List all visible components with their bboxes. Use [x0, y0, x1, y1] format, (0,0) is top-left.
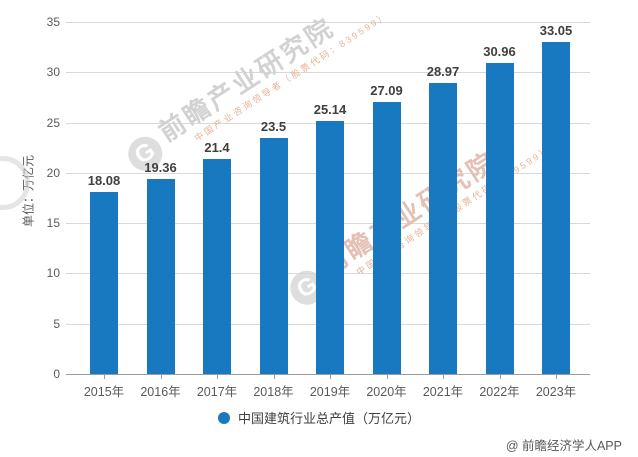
- x-tick-label: 2023年: [535, 385, 577, 399]
- gridline: [66, 72, 590, 74]
- y-tick-label: 15: [46, 216, 60, 231]
- x-axis-tick: [104, 375, 105, 379]
- bar-2016年: [146, 179, 175, 374]
- x-tick-label: 2019年: [309, 385, 351, 399]
- y-tick-label: 20: [46, 165, 60, 180]
- bar-value-label: 27.09: [370, 82, 403, 98]
- x-axis-line: [66, 374, 590, 375]
- legend-label: 中国建筑行业总产值（万亿元）: [237, 411, 420, 426]
- bar-value-label: 33.05: [539, 22, 573, 38]
- bar-2021年: [429, 82, 457, 374]
- bar-value-label: 28.97: [426, 63, 460, 79]
- x-axis-tick: [273, 375, 275, 379]
- x-tick-label: 2016年: [140, 385, 181, 399]
- bar-value-label: 23.5: [260, 118, 287, 134]
- x-axis-tick: [499, 375, 501, 379]
- legend: 中国建筑行业总产值（万亿元）: [0, 408, 638, 427]
- x-tick-label: 2020年: [366, 385, 407, 399]
- x-axis-tick: [386, 375, 388, 379]
- y-tick-label: 0: [53, 367, 60, 381]
- y-tick-label: 30: [46, 65, 60, 80]
- bar-value-label: 21.4: [204, 139, 230, 155]
- y-tick-label: 35: [46, 15, 60, 29]
- bar-2019年: [316, 121, 344, 374]
- y-tick-label: 25: [46, 115, 60, 130]
- bar-2023年: [542, 41, 570, 374]
- bar-2020年: [372, 101, 401, 374]
- y-tick-label: 5: [53, 316, 60, 331]
- bar-value-label: 30.96: [483, 43, 516, 59]
- source-credit: @ 前瞻经济学人APP: [505, 439, 622, 453]
- x-tick-label: 2018年: [253, 385, 294, 399]
- x-axis-tick: [443, 375, 444, 379]
- bar-value-label: 25.14: [313, 102, 347, 118]
- x-axis-tick: [160, 375, 162, 379]
- x-axis-tick: [217, 375, 218, 379]
- x-axis-tick: [330, 375, 331, 379]
- y-tick-label: 10: [46, 266, 60, 281]
- watermark-sub-text: 中国产业咨询领导者（股票代码：839599）: [192, 10, 391, 144]
- x-tick-label: 2022年: [479, 385, 520, 399]
- x-tick-label: 2015年: [83, 385, 125, 399]
- bar-2022年: [485, 62, 514, 374]
- gridline: [66, 22, 590, 23]
- x-tick-label: 2017年: [196, 385, 238, 399]
- bar-2017年: [203, 158, 231, 374]
- bar-value-label: 19.36: [144, 160, 177, 176]
- x-tick-label: 2021年: [422, 385, 464, 399]
- bar-2018年: [259, 137, 288, 374]
- x-axis-tick: [556, 375, 557, 379]
- bar-value-label: 18.08: [87, 173, 121, 189]
- legend-marker-icon: [217, 411, 230, 424]
- watermark-1: G 前瞻产业研究院 中国产业咨询领导者（股票代码：839599）: [120, 0, 391, 181]
- bar-2015年: [90, 192, 118, 374]
